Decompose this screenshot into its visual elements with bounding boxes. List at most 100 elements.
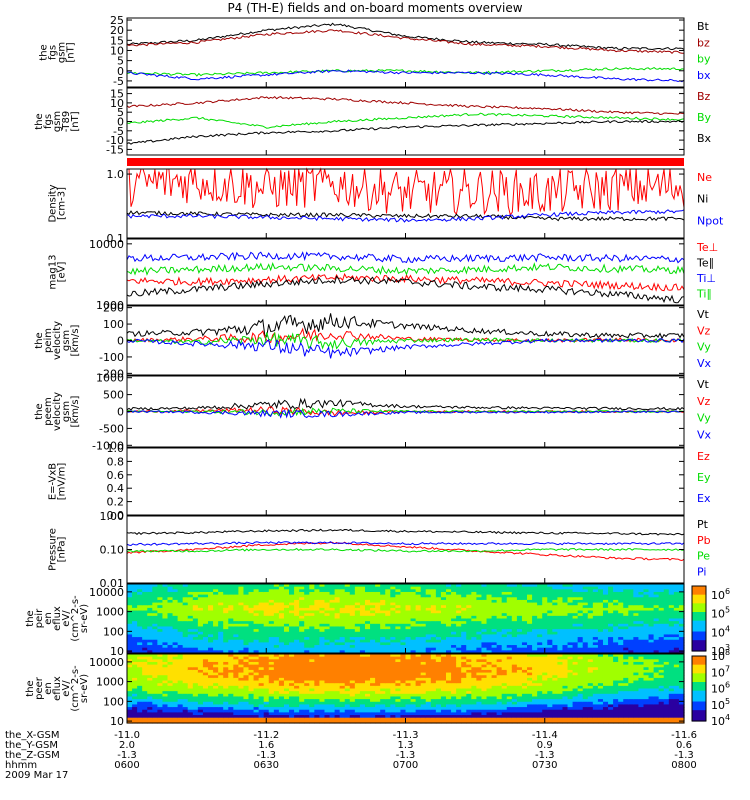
spectrogram-cell: [516, 607, 523, 612]
spectrogram-cell: [410, 672, 417, 676]
colorbar-step: [692, 640, 706, 643]
spectrogram-cell: [223, 699, 229, 703]
spectrogram-cell: [506, 639, 513, 643]
spectrogram-cell: [208, 701, 214, 706]
spectrogram-cell: [142, 720, 148, 724]
spectrogram-cell: [344, 693, 351, 698]
spectrogram-cell: [278, 699, 285, 703]
spectrogram-cell: [481, 693, 488, 698]
spectrogram-cell: [501, 647, 508, 651]
spectrogram-cell: [425, 613, 432, 617]
spectrogram-cell: [218, 589, 224, 593]
spectrogram-cell: [329, 599, 336, 604]
spectrogram-cell: [233, 650, 239, 654]
spectrogram-cell: [309, 605, 315, 609]
spectrogram-cell: [309, 693, 315, 698]
spectrogram-cell: [243, 618, 250, 622]
spectrogram-cell: [299, 701, 305, 706]
spectrogram-cell: [395, 594, 402, 598]
spectrogram-cell: [410, 605, 417, 609]
spectrogram-cell: [294, 623, 300, 628]
y-tick-label: -10: [106, 134, 124, 147]
spectrogram-cell: [400, 613, 407, 617]
spectrogram-cell: [167, 586, 174, 590]
spectrogram-cell: [577, 639, 584, 643]
spectrogram-cell: [425, 597, 432, 601]
spectrogram-cell: [527, 591, 533, 596]
spectrogram-cell: [187, 654, 194, 658]
spectrogram-cell: [304, 634, 310, 638]
spectrogram-cell: [233, 626, 239, 630]
spectrogram-cell: [359, 634, 366, 638]
spectrogram-cell: [491, 602, 498, 606]
spectrogram-cell: [456, 586, 462, 590]
spectrogram-cell: [147, 647, 153, 651]
spectrogram-cell: [167, 615, 174, 620]
spectrogram-cell: [435, 691, 442, 695]
spectrogram-cell: [648, 584, 655, 588]
spectrogram-cell: [425, 709, 432, 713]
spectrogram-cell: [213, 659, 219, 663]
spectrogram-cell: [228, 586, 234, 590]
spectrogram-cell: [547, 626, 553, 630]
spectrogram-cell: [628, 597, 634, 601]
spectrogram-cell: [557, 650, 564, 654]
spectrogram-cell: [314, 602, 321, 606]
spectrogram-cell: [314, 693, 321, 698]
spectrogram-cell: [608, 584, 614, 588]
spectrogram-cell: [678, 639, 685, 643]
spectrogram-cell: [481, 594, 488, 598]
spectrogram-cell: [344, 647, 351, 651]
spectrogram-cell: [375, 656, 381, 660]
spectrogram-cell: [572, 591, 579, 596]
spectrogram-cell: [466, 607, 472, 612]
spectrogram-cell: [218, 709, 224, 713]
spectrogram-cell: [638, 602, 645, 606]
spectrogram-cell: [319, 605, 326, 609]
spectrogram-cell: [521, 621, 528, 625]
spectrogram-cell: [425, 669, 432, 674]
spectrogram-cell: [613, 586, 619, 590]
spectrogram-cell: [375, 669, 381, 674]
spectrogram-cell: [309, 680, 315, 684]
spectrogram-cell: [496, 639, 503, 643]
spectrogram-cell: [663, 613, 670, 617]
spectrogram-cell: [491, 621, 498, 625]
spectrogram-cell: [471, 626, 477, 630]
spectrogram-cell: [142, 701, 148, 706]
spectrogram-cell: [537, 642, 543, 646]
spectrogram-cell: [314, 586, 321, 590]
spectrogram-cell: [187, 623, 194, 628]
spectrogram-cell: [471, 645, 477, 649]
spectrogram-cell: [289, 680, 295, 684]
spectrogram-cell: [567, 645, 574, 649]
spectrogram-cell: [597, 618, 604, 622]
spectrogram-cell: [299, 675, 305, 679]
spectrogram-cell: [380, 707, 386, 711]
spectrogram-cell: [132, 591, 138, 596]
spectrogram-cell: [587, 615, 594, 620]
spectrogram-cell: [147, 720, 153, 724]
spectrogram-cell: [167, 607, 174, 612]
spectrogram-cell: [137, 597, 143, 601]
spectrogram-cell: [132, 626, 138, 630]
spectrogram-cell: [461, 672, 467, 676]
spectrogram-cell: [162, 680, 169, 684]
spectrogram-cell: [354, 602, 361, 606]
spectrogram-cell: [202, 720, 209, 724]
legend-bx: bx: [697, 69, 711, 82]
spectrogram-cell: [283, 634, 290, 638]
spectrogram-cell: [587, 591, 594, 596]
spectrogram-cell: [440, 717, 447, 721]
spectrogram-cell: [314, 696, 321, 700]
spectrogram-cell: [466, 683, 472, 687]
spectrogram-cell: [289, 607, 295, 612]
spectrogram-cell: [491, 631, 498, 636]
spectrogram-cell: [228, 717, 234, 721]
spectrogram-cell: [648, 602, 655, 606]
spectrogram-cell: [471, 720, 477, 724]
spectrogram-cell: [471, 688, 477, 692]
spectrogram-cell: [208, 621, 214, 625]
spectrogram-cell: [476, 599, 483, 604]
spectrogram-cell: [440, 594, 447, 598]
